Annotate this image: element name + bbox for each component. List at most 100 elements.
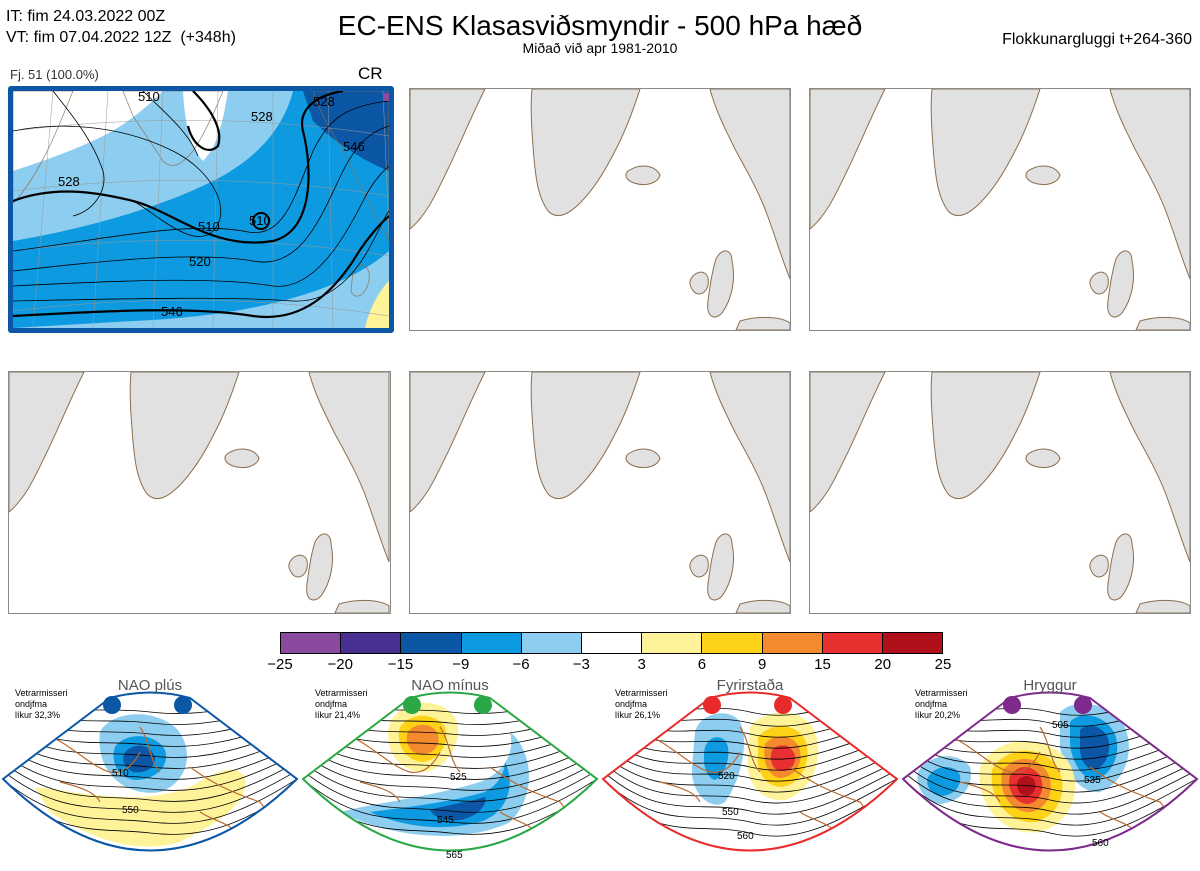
colorbar-tick-label: 25 — [934, 656, 952, 673]
regime-info: Vetrarmisseri ondjfma líkur 32,3% — [15, 688, 68, 721]
colorbar-swatch — [642, 633, 703, 653]
regime-title: Fyrirstaða — [716, 677, 784, 694]
regime-blocking-map: 520 550 560 — [601, 691, 899, 852]
cluster-map-5[interactable] — [409, 371, 791, 614]
contour-label: 550 — [722, 807, 739, 818]
regime-blocking: 520 550 560 Vetrarmisseri ondjfma líkur 26… — [600, 672, 900, 871]
colorbar-tick-label: 20 — [874, 656, 892, 673]
cluster-map-4-svg — [9, 372, 390, 613]
regime-nao-minus: 525 545 565 Vetrarmisseri ondjfma líkur 21… — [300, 672, 600, 871]
contour-label: 510 — [112, 768, 129, 779]
cluster-map-3[interactable] — [809, 88, 1191, 331]
colorbar-swatch — [762, 633, 823, 653]
regime-marker — [703, 696, 721, 714]
page-title: EC-ENS Klasasviðsmyndir - 500 hPa hæð — [337, 10, 863, 41]
land-layer — [13, 91, 389, 297]
colorbar-swatch — [882, 633, 943, 653]
page-subtitle: Miðað við apr 1981-2010 — [522, 40, 678, 56]
regime-ridge: 505 535 560 Vetrarmisseri ondjfma líkur 20… — [900, 672, 1200, 871]
contour-label: 510 — [249, 213, 271, 228]
regime-title: NAO mínus — [411, 677, 489, 694]
regime-ridge-map: 505 535 560 — [901, 691, 1199, 852]
regime-marker — [1074, 696, 1092, 714]
contour-label: 528 — [251, 109, 273, 124]
land-layer — [410, 89, 790, 330]
regime-probability: líkur 32,3% — [15, 710, 61, 720]
cluster-code: CR — [358, 64, 383, 83]
regime-contour-labels: 510 550 — [112, 768, 139, 816]
anomaly-shading — [13, 91, 389, 328]
contour-label: 528 — [313, 94, 335, 109]
regime-info: Vetrarmisseri ondjfma líkur 21,4% — [315, 688, 368, 721]
contour-label: 560 — [737, 831, 754, 842]
colorbar-swatch — [702, 633, 763, 653]
colorbar-tick-label: 6 — [697, 656, 707, 673]
regime-season: Vetrarmisseri — [15, 688, 68, 698]
regime-season: Vetrarmisseri — [615, 688, 668, 698]
cluster-map-6[interactable] — [809, 371, 1191, 614]
regime-contour-labels: 505 535 560 — [1052, 720, 1109, 849]
contour-label: 525 — [450, 772, 467, 783]
contour-label: 520 — [718, 771, 735, 782]
regime-nao-plus-map: 510 550 — [1, 691, 299, 852]
regime-marker — [774, 696, 792, 714]
colorbar-swatch — [341, 633, 402, 653]
regime-marker — [1003, 696, 1021, 714]
regime-info: Vetrarmisseri ondjfma líkur 20,2% — [915, 688, 968, 721]
regime-outline — [301, 691, 599, 852]
land-layer — [9, 372, 390, 613]
contour-labels: 510 528 510 520 528 510 546 528 546 — [58, 91, 365, 319]
land-layer — [810, 372, 1190, 613]
contour-label: 510 — [198, 219, 220, 234]
contour-label: 546 — [161, 304, 183, 319]
cluster-member-count: Fj. 51 (100.0%) — [10, 67, 99, 82]
colorbar-swatch — [581, 633, 643, 653]
regime-outline — [1, 691, 299, 852]
regime-marker — [174, 696, 192, 714]
regime-months: ondjfma — [915, 699, 948, 709]
colorbar-tick-label: −20 — [327, 656, 353, 673]
contour-label: 546 — [343, 139, 365, 154]
cluster-map-1[interactable]: 510 528 510 520 528 510 546 528 546 — [8, 86, 394, 333]
regime-title: NAO plús — [117, 677, 183, 694]
valid-time: VT: fim 07.04.2022 12Z (+348h) — [6, 29, 236, 46]
colorbar-tick-label: 15 — [814, 656, 831, 673]
colorbar-swatch — [822, 633, 883, 653]
colorbar-tick-label: 3 — [637, 656, 646, 673]
regime-outline — [601, 691, 899, 852]
regime-contour-labels: 520 550 560 — [718, 771, 754, 842]
colorbar-tick-label: 9 — [758, 656, 767, 673]
regime-nao-minus-map: 525 545 565 — [301, 691, 599, 861]
contour-label: 510 — [138, 91, 160, 104]
colorbar-tick-label: −3 — [572, 656, 590, 673]
colorbar-swatch — [401, 633, 462, 653]
cluster-map-2[interactable] — [409, 88, 791, 331]
regime-marker — [474, 696, 492, 714]
regime-title: Hryggur — [1023, 677, 1077, 694]
contour-label: 535 — [1084, 775, 1101, 786]
regime-probability: líkur 21,4% — [315, 710, 361, 720]
contour-label: 560 — [1092, 838, 1109, 849]
contour-label: 550 — [122, 805, 139, 816]
regime-season: Vetrarmisseri — [315, 688, 368, 698]
classification-window: Flokkunargluggi t+264-360 — [1002, 31, 1192, 48]
regime-nao-plus: 510 550 Vetrarmisseri ondjfma líkur 32,3%… — [0, 672, 300, 871]
contour-label: 520 — [189, 254, 211, 269]
regime-probability: líkur 20,2% — [915, 710, 961, 720]
land-layer — [410, 372, 790, 613]
regime-probability: líkur 26,1% — [615, 710, 661, 720]
colorbar-tick-label: −25 — [267, 656, 293, 673]
regime-season: Vetrarmisseri — [915, 688, 968, 698]
cluster-map-2-svg — [410, 89, 790, 330]
height-contours — [13, 91, 389, 319]
initial-time: IT: fim 24.03.2022 00Z — [6, 8, 166, 25]
colorbar-tick-label: −9 — [452, 656, 470, 673]
contour-label: 545 — [437, 815, 454, 826]
colorbar-swatch — [521, 633, 582, 653]
contour-label: 528 — [58, 174, 80, 189]
cluster-map-3-svg — [810, 89, 1190, 330]
regime-months: ondjfma — [15, 699, 48, 709]
purple-marker — [383, 93, 389, 101]
cluster-map-4[interactable] — [8, 371, 391, 614]
cluster-map-5-svg — [410, 372, 790, 613]
